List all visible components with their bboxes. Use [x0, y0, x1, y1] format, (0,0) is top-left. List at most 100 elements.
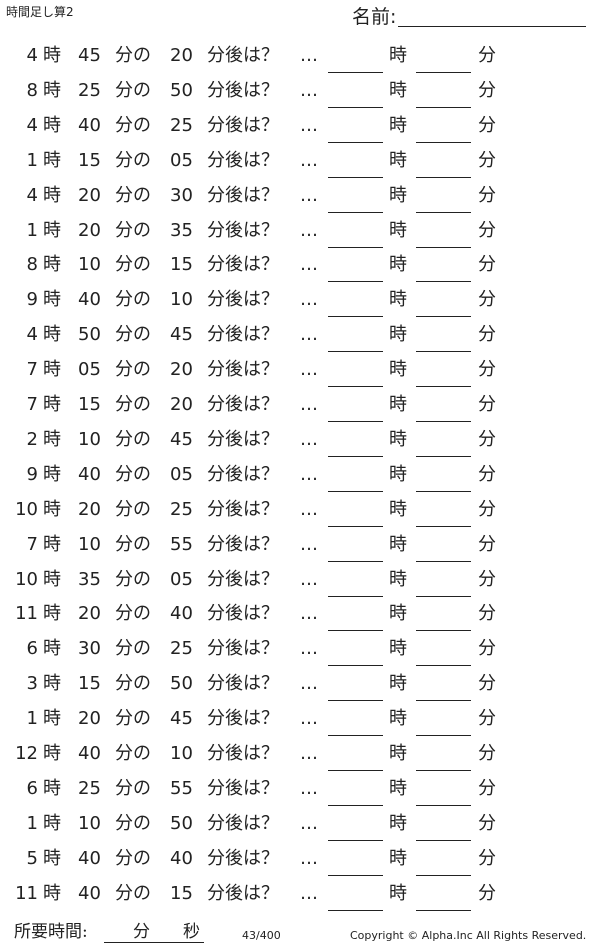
add-minutes: 05	[170, 568, 193, 590]
answer-minute-line	[416, 316, 471, 318]
answer-minute-unit: 分	[478, 463, 496, 485]
ellipsis: …	[300, 184, 318, 206]
answer-minute-unit: 分	[478, 673, 496, 695]
answer-hour-line	[328, 665, 383, 667]
hour: 4	[26, 45, 38, 66]
answer-hour-line	[328, 839, 383, 841]
hour: 9	[26, 463, 38, 485]
hour-unit: 時	[43, 603, 61, 625]
hour-unit: 時	[43, 428, 61, 450]
hour: 4	[26, 324, 38, 346]
minute-unit: 分の	[115, 79, 151, 101]
after-label: 分後は？	[207, 603, 279, 625]
minute-unit: 分の	[115, 603, 151, 625]
after-label: 分後は？	[207, 743, 279, 764]
answer-minute-line	[416, 839, 471, 841]
ellipsis: …	[300, 289, 318, 311]
after-label: 分後は？	[207, 812, 279, 834]
ellipsis: …	[300, 673, 318, 695]
answer-minute-unit: 分	[478, 812, 496, 834]
answer-minute-line	[416, 560, 471, 562]
add-minutes: 50	[170, 673, 193, 695]
add-minutes: 40	[170, 847, 193, 869]
answer-minute-unit: 分	[478, 882, 496, 904]
add-minutes: 10	[170, 743, 193, 764]
hour-unit: 時	[43, 463, 61, 485]
minute: 15	[78, 673, 101, 695]
answer-minute-unit: 分	[478, 533, 496, 555]
minute-unit: 分の	[115, 673, 151, 695]
answer-hour-unit: 時	[389, 673, 407, 695]
hour-unit: 時	[43, 324, 61, 346]
minute-unit: 分の	[115, 254, 151, 276]
answer-hour-line	[328, 560, 383, 562]
minute-unit: 分の	[115, 708, 151, 730]
ellipsis: …	[300, 498, 318, 520]
hour-unit: 時	[43, 219, 61, 241]
after-label: 分後は？	[207, 882, 279, 904]
answer-hour-line	[328, 421, 383, 422]
answer-minute-unit: 分	[478, 289, 496, 311]
answer-minute-line	[416, 909, 471, 911]
ellipsis: …	[300, 324, 318, 346]
page-number: 43/400	[242, 929, 281, 942]
hour: 10	[15, 498, 38, 520]
answer-minute-line	[416, 804, 471, 806]
add-minutes: 20	[170, 394, 193, 415]
add-minutes: 35	[170, 219, 193, 241]
hour-unit: 時	[43, 812, 61, 834]
hour-unit: 時	[43, 149, 61, 171]
minute-unit: 分の	[115, 882, 151, 904]
ellipsis: …	[300, 79, 318, 101]
hour-unit: 時	[43, 184, 61, 206]
answer-minute-line	[416, 246, 471, 248]
ellipsis: …	[300, 533, 318, 555]
answer-hour-unit: 時	[389, 463, 407, 485]
minute-unit: 分の	[115, 289, 151, 311]
after-label: 分後は？	[207, 498, 279, 520]
answer-hour-line	[328, 72, 383, 73]
answer-minute-line	[416, 211, 471, 213]
hour-unit: 時	[43, 394, 61, 415]
minute: 40	[78, 847, 101, 869]
hour: 10	[15, 568, 38, 590]
hour: 1	[26, 708, 38, 730]
hour: 1	[26, 219, 38, 241]
after-label: 分後は？	[207, 149, 279, 171]
minute-unit: 分の	[115, 428, 151, 450]
answer-hour-line	[328, 211, 383, 213]
ellipsis: …	[300, 359, 318, 381]
minute: 45	[78, 45, 101, 66]
answer-minute-unit: 分	[478, 847, 496, 869]
answer-minute-line	[416, 735, 471, 737]
ellipsis: …	[300, 882, 318, 904]
hour-unit: 時	[43, 45, 61, 66]
answer-hour-line	[328, 804, 383, 806]
hour-unit: 時	[43, 568, 61, 590]
after-label: 分後は？	[207, 219, 279, 241]
answer-minute-unit: 分	[478, 638, 496, 660]
answer-hour-unit: 時	[389, 812, 407, 834]
minute: 40	[78, 463, 101, 485]
minute: 20	[78, 498, 101, 520]
hour: 2	[26, 428, 38, 450]
answer-hour-unit: 時	[389, 324, 407, 346]
hour: 7	[26, 533, 38, 555]
hour: 6	[26, 777, 38, 799]
hour-unit: 時	[43, 638, 61, 660]
hour: 6	[26, 638, 38, 660]
hour-unit: 時	[43, 79, 61, 101]
minute: 05	[78, 359, 101, 381]
hour-unit: 時	[43, 498, 61, 520]
answer-hour-line	[328, 770, 383, 771]
hour-unit: 時	[43, 533, 61, 555]
answer-hour-line	[328, 106, 383, 108]
hour: 8	[26, 79, 38, 101]
add-minutes: 05	[170, 463, 193, 485]
hour-unit: 時	[43, 847, 61, 869]
after-label: 分後は？	[207, 79, 279, 101]
seconds-label: 秒	[183, 922, 200, 942]
minute-unit: 分の	[115, 568, 151, 590]
minute: 20	[78, 219, 101, 241]
